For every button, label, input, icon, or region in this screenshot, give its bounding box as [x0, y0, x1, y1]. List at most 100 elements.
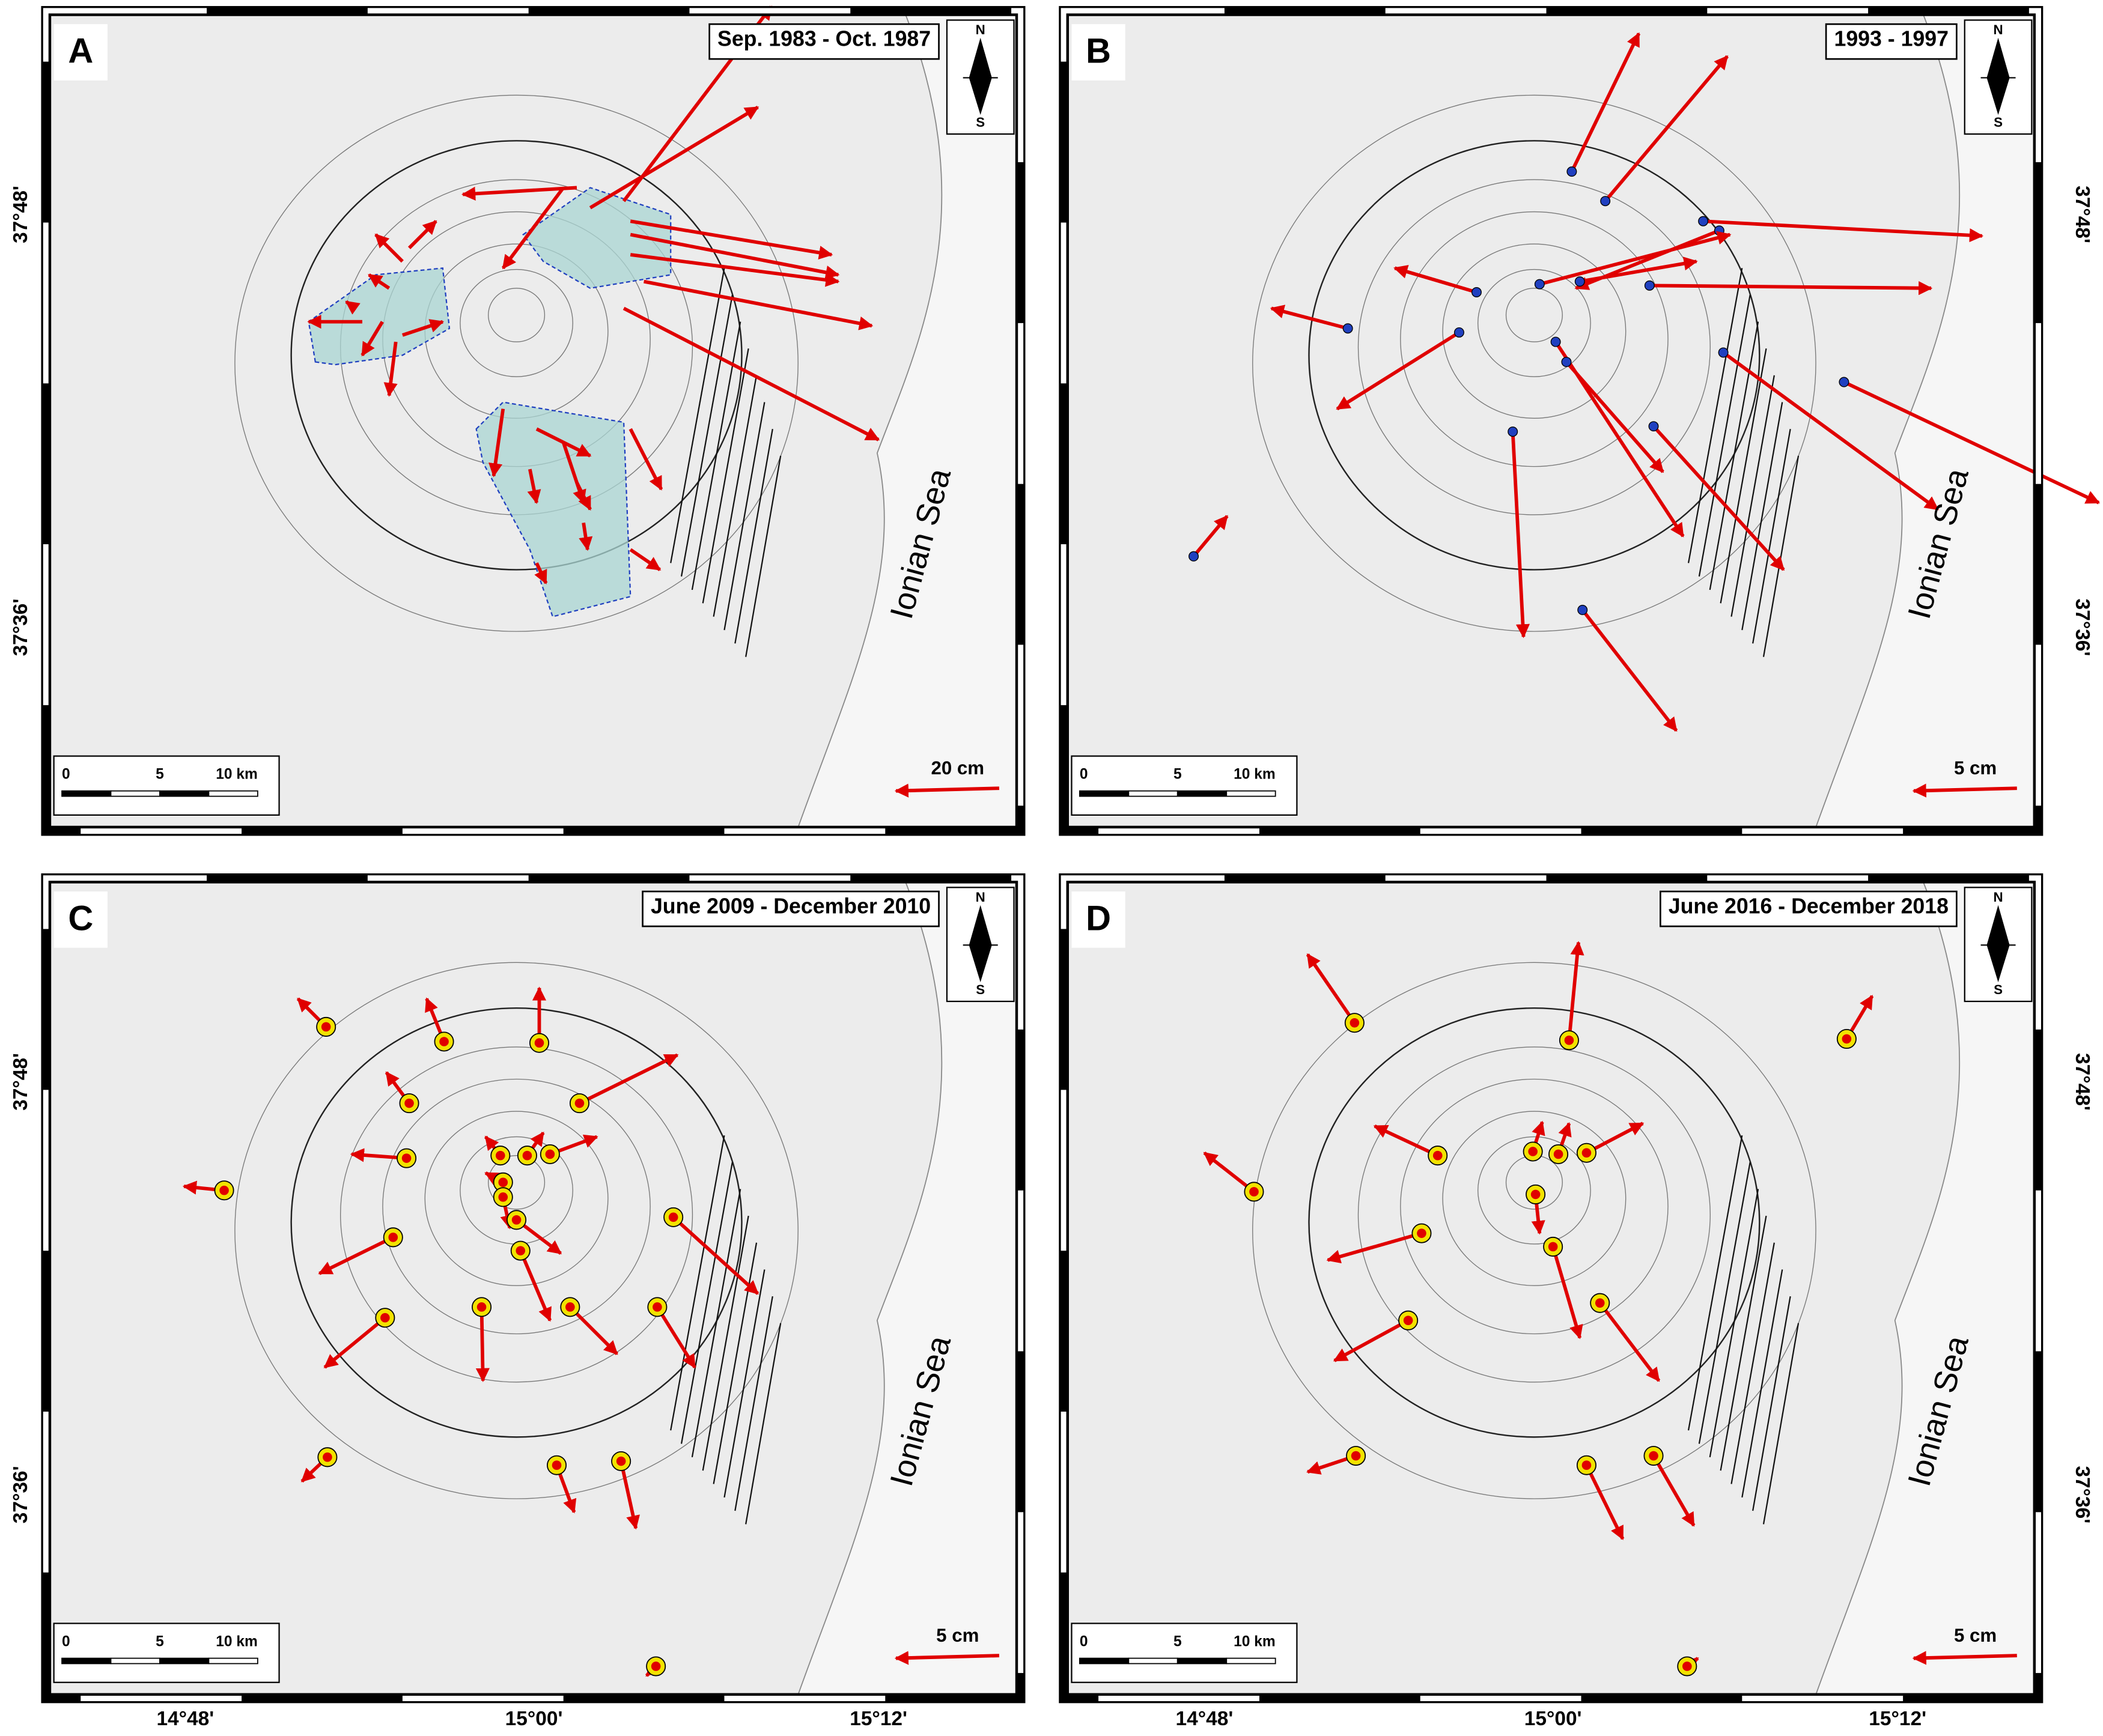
fault-line	[1762, 1323, 1800, 1525]
scale-bar-segment	[159, 1657, 210, 1665]
displacement-vector	[575, 482, 592, 511]
north-arrow	[963, 905, 998, 983]
gps-station	[1548, 1242, 1558, 1252]
gps-station	[1842, 1034, 1852, 1044]
scale-bar-segment	[61, 790, 112, 797]
gps-station	[1577, 604, 1588, 615]
scale-bar-segment	[1176, 790, 1228, 797]
gps-station	[565, 1302, 575, 1312]
scale-bar-label: 0	[1080, 766, 1088, 782]
gps-station	[1561, 357, 1572, 368]
gps-station	[1648, 421, 1659, 432]
fault-line	[1741, 1269, 1783, 1498]
longitude-label: 15°00'	[1524, 1708, 1582, 1730]
sea	[796, 877, 1021, 1699]
deformation-area	[475, 401, 632, 618]
fault-line	[680, 1162, 733, 1444]
displacement-vector	[589, 106, 759, 210]
fault-line	[702, 348, 749, 604]
fault-line	[1720, 1215, 1767, 1471]
displacement-vector	[1551, 1246, 1583, 1340]
gps-station	[1644, 280, 1655, 291]
gps-station	[1453, 327, 1464, 338]
fault-line	[723, 1269, 765, 1498]
displacement-vector	[1565, 360, 1664, 473]
latitude-label: 37°48'	[2071, 186, 2093, 243]
contour-line	[1357, 1046, 1711, 1383]
displacement-vector	[1270, 305, 1348, 330]
scale-bar-segment	[1128, 1657, 1178, 1665]
gps-station	[404, 1098, 414, 1108]
deformation-area	[522, 187, 672, 289]
period-label-box	[1825, 23, 1958, 60]
scale-bar-label: 10 km	[216, 766, 258, 782]
south-label: S	[1994, 982, 2003, 997]
gps-station	[616, 1456, 626, 1466]
displacement-vector	[323, 1316, 386, 1369]
fault-line	[1730, 375, 1775, 617]
gps-station	[1682, 1662, 1692, 1671]
scale-bar-segment	[110, 790, 160, 797]
vector-scale-arrow	[1912, 1651, 2017, 1665]
panel-letter-box	[53, 24, 108, 80]
gps-station	[1188, 551, 1199, 562]
displacement-vector	[345, 300, 361, 315]
displacement-vector	[1584, 1464, 1625, 1541]
fault-line	[723, 402, 765, 631]
fault-line	[670, 268, 725, 563]
displacement-vector	[461, 186, 577, 201]
fault-line	[745, 455, 782, 657]
vector-scale-label: 5 cm	[1954, 1625, 1997, 1646]
contour-line	[234, 94, 799, 632]
gps-station	[401, 1153, 412, 1163]
north-label: N	[976, 890, 985, 905]
sea	[796, 10, 1021, 832]
gps-station	[1574, 276, 1585, 287]
map-frame-ticks	[43, 8, 1024, 834]
fault-line	[1741, 402, 1783, 631]
displacement-vector	[1649, 281, 1933, 296]
gps-station	[1714, 225, 1724, 236]
gps-station	[1718, 347, 1729, 358]
gps-station	[668, 1212, 678, 1222]
contour-line	[1477, 269, 1591, 377]
displacement-vector	[629, 548, 662, 571]
north-label: N	[1993, 890, 2003, 905]
gps-station	[1553, 1149, 1563, 1159]
displacement-vector	[644, 279, 874, 330]
longitude-label: 14°48'	[156, 1708, 214, 1730]
vector-scale-label: 5 cm	[1954, 757, 1997, 778]
gps-station	[545, 1149, 555, 1159]
gps-station	[321, 1022, 331, 1032]
panel-letter: D	[1086, 899, 1111, 938]
gps-station	[1508, 426, 1518, 437]
fault-line	[1698, 1162, 1751, 1444]
contour-line	[1308, 1007, 1761, 1438]
gps-station	[1698, 216, 1709, 226]
contour-line	[290, 140, 743, 571]
period-label-box	[1660, 890, 1958, 927]
contour-line	[460, 269, 573, 377]
scale-bar-label: 10 km	[1234, 766, 1276, 782]
gps-station	[516, 1246, 526, 1255]
map-frame-ticks	[1061, 875, 2041, 1701]
contour-line	[234, 962, 799, 1499]
displacement-vector	[1373, 1124, 1438, 1158]
displacement-vector	[1598, 1302, 1661, 1382]
gps-station	[1581, 1460, 1592, 1470]
gps-station	[1534, 279, 1545, 290]
scale-bar-segment	[110, 1657, 160, 1665]
contour-line	[339, 1046, 693, 1383]
displacement-vector	[534, 562, 548, 584]
gps-station	[1581, 1148, 1592, 1158]
gps-station	[651, 1662, 661, 1671]
fault-line	[1709, 321, 1759, 590]
scale-bar-segment	[1176, 1657, 1228, 1665]
scale-bar-box	[53, 1622, 280, 1683]
contour-line	[290, 1007, 743, 1438]
period-label: Sep. 1983 - Oct. 1987	[717, 26, 931, 50]
displacement-vector	[1306, 953, 1356, 1024]
fault-line	[1720, 348, 1767, 604]
